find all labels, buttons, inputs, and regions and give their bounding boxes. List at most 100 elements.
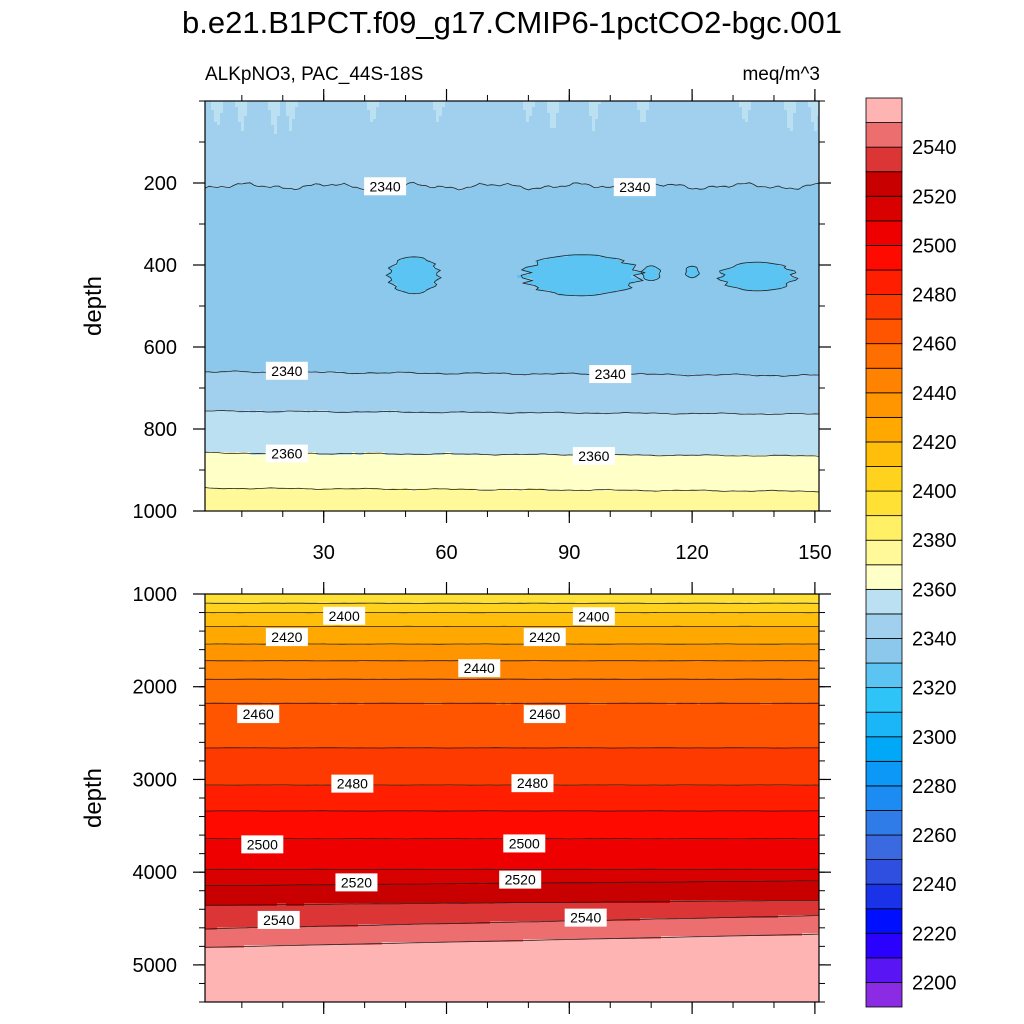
contour-cell bbox=[748, 113, 788, 117]
contour-cell bbox=[205, 960, 819, 964]
contour-cell bbox=[205, 482, 819, 486]
contour-cell bbox=[205, 449, 819, 453]
contour-cell bbox=[634, 281, 728, 285]
colorbar-swatch bbox=[865, 932, 903, 959]
y-tick-label: 3000 bbox=[133, 769, 178, 791]
contour-cell bbox=[205, 476, 819, 480]
contour-cell bbox=[520, 185, 545, 189]
contour-line-closed bbox=[640, 265, 662, 282]
contour-cell bbox=[751, 182, 818, 186]
contour-cell bbox=[433, 104, 446, 108]
colorbar-tick-label: 2240 bbox=[912, 874, 957, 896]
contour-cell bbox=[205, 395, 819, 399]
contour-label: 2340 bbox=[364, 177, 407, 196]
lower-panel: 2400 2400 2420 2420 2440 2460 2460 2480 2480 2500… bbox=[80, 582, 831, 1014]
contour-cell bbox=[205, 807, 819, 811]
contour-line-closed bbox=[385, 256, 442, 295]
contour-cell bbox=[205, 251, 819, 255]
contour-cell bbox=[610, 488, 819, 492]
contour-cell bbox=[718, 278, 797, 282]
contour-label-text: 2520 bbox=[341, 874, 372, 890]
contour-fill bbox=[205, 594, 819, 1002]
contour-cell bbox=[580, 182, 746, 186]
contour-cell bbox=[592, 122, 596, 126]
contour-cell bbox=[205, 888, 819, 892]
contour-cell bbox=[205, 747, 819, 751]
contour-cell bbox=[241, 122, 245, 126]
contour-cell bbox=[205, 110, 215, 114]
contour-cell bbox=[205, 101, 212, 105]
contour-cell bbox=[376, 107, 434, 111]
contour-cell bbox=[538, 287, 632, 291]
contour-cell bbox=[733, 185, 758, 189]
contour-label-text: 2480 bbox=[517, 775, 548, 791]
colorbar-tick-label: 2420 bbox=[912, 432, 957, 454]
contour-cell bbox=[205, 146, 819, 150]
contour-cell bbox=[205, 362, 819, 366]
contour-cell bbox=[793, 125, 815, 129]
contour-cell bbox=[205, 260, 398, 264]
colorbar-swatch bbox=[865, 441, 903, 467]
contour-label-text: 2540 bbox=[570, 910, 601, 926]
contour-cell bbox=[205, 912, 819, 916]
contour-cell bbox=[439, 116, 527, 120]
contour-cell bbox=[205, 356, 819, 360]
contour-cell bbox=[205, 230, 819, 234]
contour-label: 2360 bbox=[572, 447, 615, 466]
contour-cell bbox=[223, 101, 236, 105]
contour-cell bbox=[286, 107, 296, 111]
contour-cell bbox=[223, 107, 239, 111]
contour-cell bbox=[265, 185, 275, 189]
contour-cell bbox=[550, 113, 557, 117]
contour-cell bbox=[205, 798, 819, 802]
contour-cell bbox=[688, 275, 698, 279]
contour-cell bbox=[811, 116, 818, 120]
contour-cell bbox=[436, 119, 440, 123]
colorbar-swatch bbox=[865, 564, 903, 590]
contour-cell bbox=[205, 416, 819, 420]
contour-cell bbox=[649, 101, 740, 105]
contour-cell bbox=[205, 978, 819, 982]
contour-cell bbox=[205, 293, 560, 297]
contour-cell bbox=[205, 621, 819, 625]
contour-cell bbox=[532, 107, 548, 111]
contour-cell bbox=[370, 113, 377, 117]
contour-cell bbox=[778, 915, 819, 919]
contour-cell bbox=[205, 308, 819, 312]
contour-cell bbox=[205, 723, 819, 727]
contour-cell bbox=[205, 744, 819, 748]
contour-label-box bbox=[523, 628, 566, 647]
contour-cell bbox=[271, 119, 278, 123]
colorbar-swatch bbox=[865, 711, 903, 738]
contour-cell bbox=[289, 125, 293, 129]
contour-cell bbox=[205, 768, 819, 772]
contour-cell bbox=[205, 485, 819, 489]
contour-cell bbox=[796, 104, 809, 108]
contour-cell bbox=[781, 185, 803, 189]
contour-cell bbox=[253, 182, 344, 186]
contour-cell bbox=[631, 275, 644, 279]
contour-cell bbox=[742, 116, 749, 120]
contour-cell bbox=[205, 338, 819, 342]
colorbar-tick-label: 2460 bbox=[912, 334, 957, 356]
contour-cell bbox=[205, 741, 819, 745]
colorbar-tick-label: 2440 bbox=[912, 383, 957, 405]
contour-cell bbox=[205, 657, 819, 661]
contour-label-box bbox=[364, 177, 407, 196]
contour-cell bbox=[526, 488, 545, 492]
contour-cell bbox=[211, 107, 224, 111]
contour-cell bbox=[529, 188, 819, 192]
contour-cell bbox=[658, 272, 686, 276]
contour-cell bbox=[271, 116, 278, 120]
contour-label-box bbox=[323, 606, 366, 625]
contour-cell bbox=[601, 101, 638, 105]
contour-cell bbox=[205, 987, 819, 991]
contour-cell bbox=[205, 972, 819, 976]
contour-cell bbox=[289, 119, 293, 123]
contour-cell bbox=[205, 224, 819, 228]
contour-cell bbox=[277, 116, 290, 120]
colorbar-tick-label: 2360 bbox=[912, 579, 957, 601]
contour-cell bbox=[205, 371, 254, 375]
contour-cell bbox=[598, 110, 641, 114]
contour-cell bbox=[205, 347, 819, 351]
